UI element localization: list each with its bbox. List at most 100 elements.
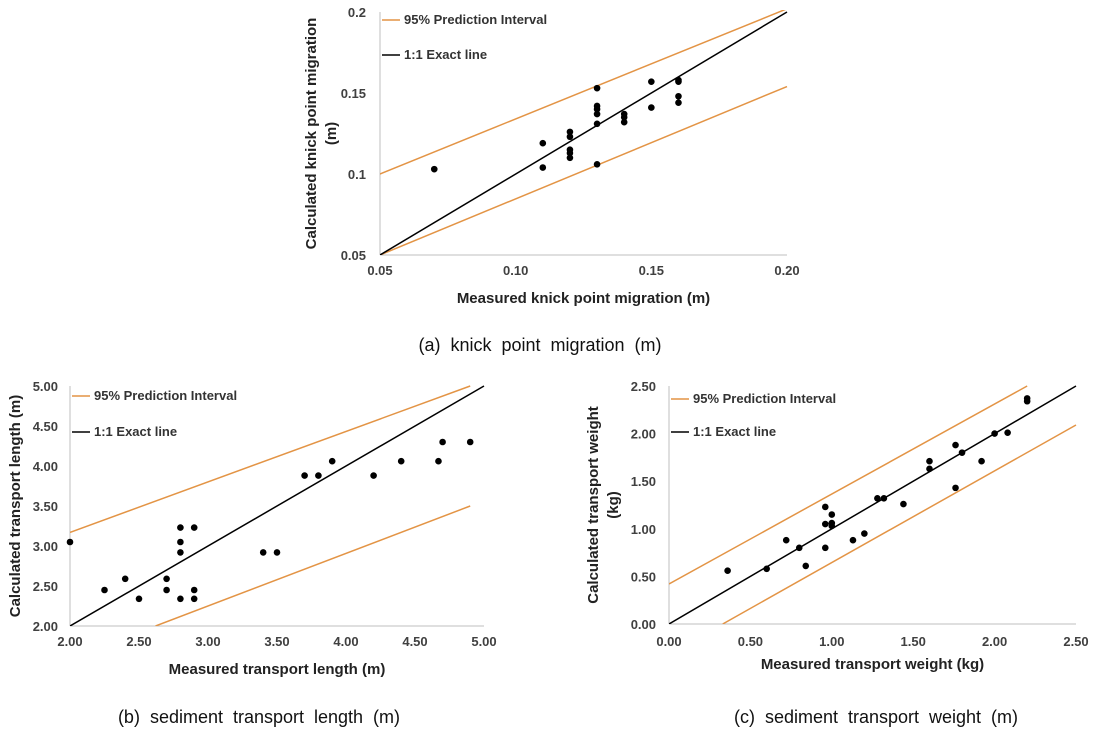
y-axis-label: Calculated transport length (m)	[7, 395, 24, 618]
data-point	[135, 595, 143, 603]
data-point	[828, 511, 836, 518]
data-point	[566, 154, 574, 162]
exact-line	[669, 385, 1077, 624]
x-tick-label: 5.00	[471, 634, 496, 649]
data-point	[861, 530, 868, 537]
data-point	[849, 536, 857, 544]
x-tick-label: 0.20	[774, 263, 799, 278]
data-point	[675, 99, 682, 107]
data-point	[675, 92, 682, 100]
lower-prediction-line	[380, 85, 788, 255]
data-point	[190, 524, 198, 531]
x-tick-label: 0.00	[656, 634, 681, 649]
data-point	[675, 76, 682, 84]
data-point	[620, 118, 628, 126]
x-tick-label: 2.50	[126, 634, 151, 649]
data-point	[648, 104, 655, 111]
data-point	[190, 595, 198, 603]
y-tick-label: 2.50	[33, 579, 58, 594]
y-tick-label: 5.00	[33, 379, 58, 394]
data-point	[821, 544, 829, 552]
data-point	[593, 110, 601, 118]
legend-label-exact: 1:1 Exact line	[404, 47, 487, 62]
data-point	[273, 549, 281, 556]
x-tick-label: 3.50	[264, 634, 289, 649]
data-point	[620, 110, 628, 118]
data-point	[177, 524, 184, 531]
data-point	[593, 102, 601, 110]
data-point	[828, 522, 836, 530]
data-point	[874, 495, 881, 502]
x-tick-label: 1.00	[819, 634, 844, 649]
x-axis-label: Measured knick point migration (m)	[457, 290, 710, 307]
y-tick-label: 2.00	[33, 619, 58, 634]
data-point	[566, 146, 574, 153]
data-point	[795, 544, 803, 552]
chart-caption: (a) knick point migration (m)	[418, 335, 661, 355]
data-point	[163, 586, 170, 594]
y-tick-label: 0.00	[631, 617, 656, 632]
exact-line	[70, 385, 485, 626]
legend-label-interval: 95% Prediction Interval	[693, 391, 836, 406]
legend-label-exact: 1:1 Exact line	[94, 424, 177, 439]
data-point	[900, 500, 907, 508]
upper-prediction-line	[380, 10, 786, 175]
y-tick-label: 4.00	[33, 459, 58, 474]
x-tick-label: 0.10	[503, 263, 528, 278]
data-point	[978, 457, 985, 465]
data-point	[439, 438, 446, 446]
data-point	[539, 139, 547, 147]
data-point	[926, 457, 933, 465]
y-axis-label: Calculated transport weight	[585, 406, 602, 604]
upper-prediction-line	[70, 385, 471, 534]
y-tick-label: 0.1	[348, 167, 366, 182]
data-point	[926, 465, 933, 473]
y-tick-label: 4.50	[33, 419, 58, 434]
data-point	[724, 567, 731, 574]
exact-line	[380, 11, 788, 255]
x-tick-label: 4.50	[402, 634, 427, 649]
data-point	[121, 575, 129, 583]
data-point	[821, 520, 829, 528]
y-axis-label: Calculated knick point migration	[303, 18, 320, 250]
x-axis-label: Measured transport length (m)	[169, 661, 386, 678]
lower-prediction-line	[155, 505, 471, 626]
data-point	[802, 562, 810, 570]
y-tick-label: 0.15	[341, 86, 366, 101]
data-point	[190, 586, 198, 594]
data-point	[66, 538, 74, 546]
y-tick-label: 0.05	[341, 248, 366, 263]
lower-prediction-line	[722, 424, 1077, 624]
data-point	[958, 449, 966, 456]
data-point	[952, 441, 959, 449]
data-point	[566, 133, 574, 141]
data-point	[566, 128, 574, 136]
data-point	[821, 503, 829, 511]
data-point	[648, 78, 655, 85]
data-point	[466, 438, 474, 446]
data-point	[539, 164, 547, 171]
x-tick-label: 0.05	[367, 263, 392, 278]
y-tick-label: 1.50	[631, 474, 656, 489]
y-tick-label: 0.50	[631, 569, 656, 584]
x-tick-label: 4.00	[333, 634, 358, 649]
data-point	[593, 84, 601, 92]
y-tick-label: 3.00	[33, 539, 58, 554]
x-tick-label: 0.50	[738, 634, 763, 649]
x-tick-label: 2.50	[1063, 634, 1088, 649]
y-tick-label: 2.50	[631, 379, 656, 394]
x-tick-label: 2.00	[982, 634, 1007, 649]
chart-3: 0.00 0.50 1.00 1.50 2.00 2.50 0.00 0.50 1.00 1.50…	[585, 379, 1089, 727]
y-tick-label: 2.00	[631, 427, 656, 442]
legend-label-interval: 95% Prediction Interval	[94, 388, 237, 403]
data-point	[177, 549, 184, 556]
data-point	[370, 472, 377, 479]
x-tick-label: 2.00	[57, 634, 82, 649]
x-tick-label: 0.15	[639, 263, 664, 278]
data-point	[593, 160, 601, 168]
y-tick-label: 1.00	[631, 522, 656, 537]
chart-1: 0.05 0.10 0.15 0.20 0.05 0.1 0.15 0.2 95% Predic…	[303, 5, 800, 355]
legend-label-interval: 95% Prediction Interval	[404, 12, 547, 27]
data-point	[328, 457, 336, 465]
data-point	[991, 430, 998, 437]
